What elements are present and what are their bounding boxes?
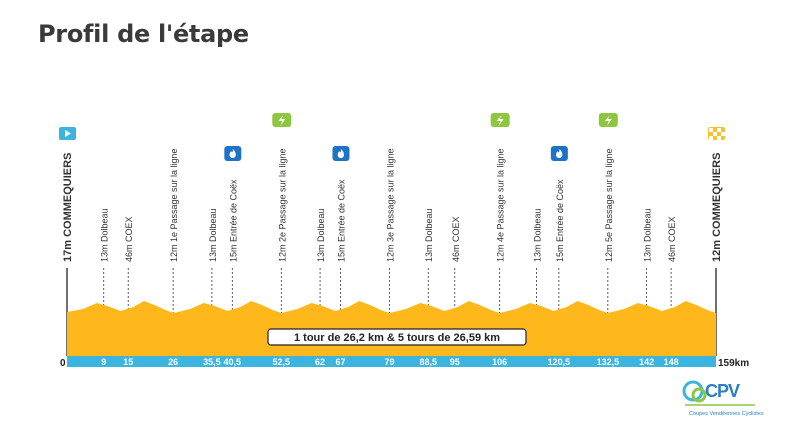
point-label: 13m Dolbeau	[316, 208, 326, 262]
point-label: 12m 1e Passage sur la ligne	[169, 148, 179, 262]
distance-axis-labels: 9 15 26 35,5 40,5 52,5 62 67 79 88,5 95 106 120,5 132…	[101, 357, 678, 367]
axis-total-label: 159km	[718, 358, 749, 369]
logo-tagline: Coupes Vendéennes Cyclistes	[689, 411, 764, 417]
km-label: 15	[123, 357, 133, 367]
point-label: 15m Entrée de Coëx	[555, 179, 565, 262]
point-label: 12m 5e Passage sur la ligne	[604, 148, 614, 262]
sprint-icon	[272, 113, 292, 127]
laps-banner: 1 tour de 26,2 km & 5 tours de 26,59 km	[267, 328, 527, 346]
km-label: 35,5	[203, 357, 221, 367]
sprint-icon	[598, 113, 618, 127]
page-title: Profil de l'étape	[38, 20, 249, 48]
km-label: 79	[384, 357, 394, 367]
point-label: 46m COEX	[124, 216, 134, 262]
km-label: 62	[315, 357, 325, 367]
point-labels: 17m COMMEQUIERS 13m Dolbeau 46m COEX 12m 1e…	[62, 148, 723, 262]
point-label: 17m COMMEQUIERS	[62, 153, 74, 262]
km-label: 132,5	[597, 357, 620, 367]
km-label: 40,5	[224, 357, 242, 367]
point-label: 46m COEX	[451, 216, 461, 262]
km-label: 67	[335, 357, 345, 367]
point-label: 12m 2e Passage sur la ligne	[277, 148, 287, 262]
km-label: 52,5	[273, 357, 291, 367]
point-label: 15m Entrée de Coëx	[336, 179, 346, 262]
km-label: 88,5	[419, 357, 437, 367]
point-label: 15m Entrée de Coëx	[228, 179, 238, 262]
km-label: 95	[450, 357, 460, 367]
point-label: 13m Dolbeau	[532, 208, 542, 262]
sprint-icon	[490, 113, 510, 127]
climb-icon	[224, 146, 242, 161]
km-label: 26	[168, 357, 178, 367]
start-flag-icon	[59, 127, 76, 140]
km-label: 120,5	[548, 357, 571, 367]
cocpv-logo: CPV Coupes Vendéennes Cyclistes	[675, 375, 765, 425]
point-label: 13m Dolbeau	[100, 208, 110, 262]
point-label: 13m Dolbeau	[643, 208, 653, 262]
point-label: 13m Dolbeau	[208, 208, 218, 262]
laps-banner-text: 1 tour de 26,2 km & 5 tours de 26,59 km	[294, 332, 500, 344]
km-label: 9	[101, 357, 106, 367]
point-label: 12m COMMEQUIERS	[711, 153, 723, 262]
climb-icon	[550, 146, 568, 161]
point-icons	[59, 113, 725, 161]
point-label: 12m 4e Passage sur la ligne	[496, 148, 506, 262]
km-label: 142	[639, 357, 654, 367]
climb-icon	[332, 146, 350, 161]
finish-flag-icon	[708, 127, 725, 140]
svg-text:CPV: CPV	[705, 381, 740, 401]
point-label: 12m 3e Passage sur la ligne	[385, 148, 395, 262]
km-label: 106	[492, 357, 507, 367]
laps-banner-box	[267, 328, 527, 346]
axis-start-label: 0	[60, 358, 66, 369]
distance-axis-bar	[67, 356, 716, 367]
km-label: 148	[664, 357, 679, 367]
point-label: 13m Dolbeau	[424, 208, 434, 262]
point-label: 46m COEX	[667, 216, 677, 262]
